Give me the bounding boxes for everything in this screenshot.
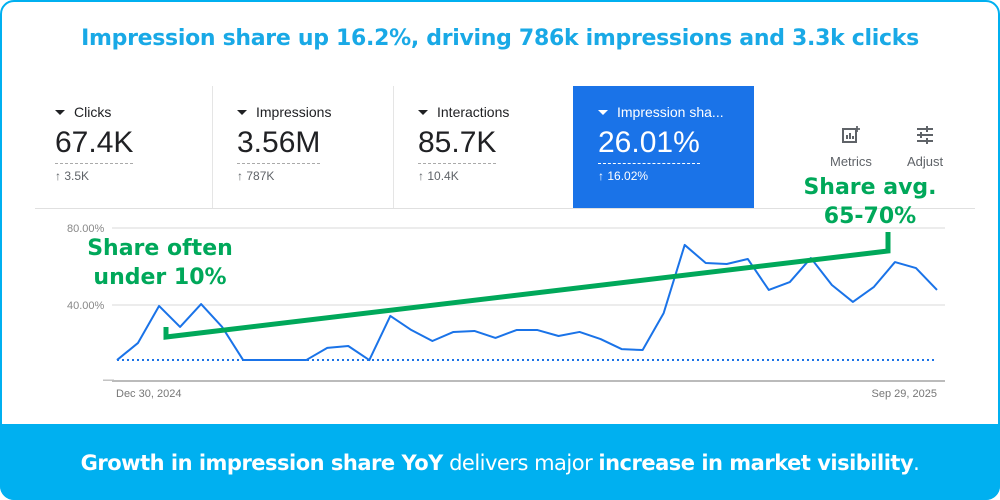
add-chart-icon: [830, 125, 872, 150]
divider: [393, 86, 394, 208]
footer-banner: Growth in impression share YoY delivers …: [0, 424, 1000, 500]
x-tick-label: Sep 29, 2025: [872, 388, 937, 400]
dropdown-arrow-icon[interactable]: [237, 109, 247, 115]
dropdown-arrow-icon[interactable]: [418, 109, 428, 115]
y-tick-label: —: [103, 374, 114, 386]
metric-card-impression-share[interactable]: Impression sha... 26.01% ↑ 16.02%: [573, 86, 754, 208]
divider: [212, 86, 213, 208]
metric-change: ↑ 787K: [237, 169, 275, 183]
y-tick-label: 40.00%: [67, 300, 105, 312]
line-chart: 80.00% 40.00% —Dec 30, 2024 Sep 29, 2025: [67, 223, 945, 400]
metric-card-interactions[interactable]: Interactions 85.7K ↑ 10.4K: [363, 86, 573, 208]
dropdown-arrow-icon[interactable]: [598, 109, 608, 115]
metric-card-impressions[interactable]: Impressions 3.56M ↑ 787K: [182, 86, 393, 208]
metric-change: ↑ 16.02%: [598, 169, 649, 183]
dropdown-arrow-icon[interactable]: [55, 109, 65, 115]
series-line: [116, 243, 938, 362]
metric-change: ↑ 10.4K: [418, 169, 459, 183]
metrics-button[interactable]: Metrics: [830, 125, 872, 169]
trend-arrow: [163, 232, 891, 340]
x-tick-label: Dec 30, 2024: [116, 388, 181, 400]
metric-value: 26.01%: [598, 126, 700, 164]
metric-label: Clicks: [74, 104, 112, 120]
metric-label: Interactions: [437, 104, 510, 120]
metrics-label: Metrics: [830, 154, 872, 169]
metric-label: Impressions: [256, 104, 332, 120]
y-tick-label: 80.00%: [67, 223, 105, 235]
sliders-icon: [907, 125, 943, 150]
annotation-left: Share often under 10%: [87, 236, 233, 290]
annotation-right: Share avg. 65-70%: [803, 175, 937, 229]
adjust-label: Adjust: [907, 154, 944, 169]
metric-change: ↑ 3.5K: [55, 169, 90, 183]
metric-label: Impression sha...: [617, 104, 724, 120]
metric-value: 67.4K: [55, 126, 134, 164]
metric-card-clicks[interactable]: Clicks 67.4K ↑ 3.5K: [0, 86, 212, 208]
headline: Impression share up 16.2%, driving 786k …: [81, 26, 919, 51]
divider: [35, 208, 975, 209]
adjust-button[interactable]: Adjust: [907, 125, 943, 169]
metric-value: 85.7K: [418, 126, 497, 164]
metric-value: 3.56M: [237, 126, 321, 164]
